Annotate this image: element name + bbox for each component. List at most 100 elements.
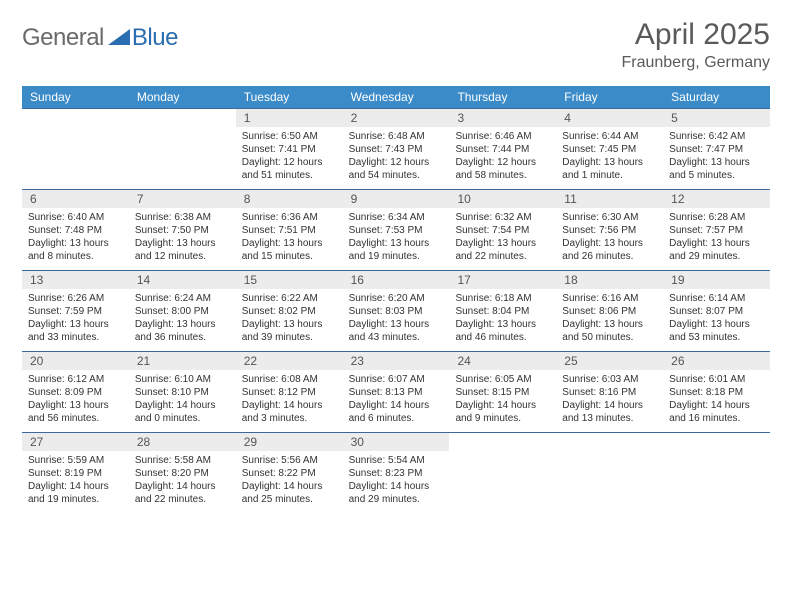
sunrise-line: Sunrise: 6:48 AM	[349, 130, 444, 143]
sunrise-line: Sunrise: 6:08 AM	[242, 373, 337, 386]
day-cell: 17Sunrise: 6:18 AMSunset: 8:04 PMDayligh…	[449, 271, 556, 351]
sunset-line: Sunset: 8:15 PM	[455, 386, 550, 399]
sunrise-line: Sunrise: 6:24 AM	[135, 292, 230, 305]
sunrise-line: Sunrise: 6:26 AM	[28, 292, 123, 305]
sunset-line: Sunset: 8:09 PM	[28, 386, 123, 399]
sunrise-line: Sunrise: 5:54 AM	[349, 454, 444, 467]
day-cell: 14 Sunrise: 6:24 AMSunset: 8:00 PMDayligh…	[129, 271, 236, 351]
day-details: Sunrise: 6:50 AMSunset: 7:41 PMDaylight:…	[236, 127, 343, 188]
daylight-line: Daylight: 13 hours and 8 minutes.	[28, 237, 123, 263]
day-number: 25	[556, 352, 663, 370]
sunset-line: Sunset: 7:53 PM	[349, 224, 444, 237]
daylight-line: Daylight: 13 hours and 22 minutes.	[455, 237, 550, 263]
daylight-line: Daylight: 14 hours and 6 minutes.	[349, 399, 444, 425]
day-number: 20	[22, 352, 129, 370]
day-number: 22	[236, 352, 343, 370]
day-cell: 4Sunrise: 6:44 AMSunset: 7:45 PMDaylight…	[556, 109, 663, 189]
day-number: 1	[236, 109, 343, 127]
day-details: Sunrise: 6:14 AMSunset: 8:07 PMDaylight:…	[663, 289, 770, 350]
sunset-line: Sunset: 8:04 PM	[455, 305, 550, 318]
sunrise-line: Sunrise: 6:42 AM	[669, 130, 764, 143]
day-headers-row: SundayMondayTuesdayWednesdayThursdayFrid…	[22, 86, 770, 108]
sunset-line: Sunset: 8:07 PM	[669, 305, 764, 318]
title-block: April 2025 Fraunberg, Germany	[621, 18, 770, 72]
sunset-line: Sunset: 8:20 PM	[135, 467, 230, 480]
day-details: Sunrise: 6:20 AMSunset: 8:03 PMDaylight:…	[343, 289, 450, 350]
sunset-line: Sunset: 8:02 PM	[242, 305, 337, 318]
day-header: Friday	[556, 86, 663, 108]
day-cell: 11Sunrise: 6:30 AMSunset: 7:56 PMDayligh…	[556, 190, 663, 270]
day-number: 13	[22, 271, 129, 289]
daylight-line: Daylight: 14 hours and 19 minutes.	[28, 480, 123, 506]
day-details: Sunrise: 6:18 AMSunset: 8:04 PMDaylight:…	[449, 289, 556, 350]
daylight-line: Daylight: 14 hours and 13 minutes.	[562, 399, 657, 425]
day-cell	[663, 433, 770, 513]
sunrise-line: Sunrise: 6:16 AM	[562, 292, 657, 305]
day-header: Saturday	[663, 86, 770, 108]
sunset-line: Sunset: 8:18 PM	[669, 386, 764, 399]
day-number: 4	[556, 109, 663, 127]
week-row: 20Sunrise: 6:12 AMSunset: 8:09 PMDayligh…	[22, 351, 770, 432]
sunset-line: Sunset: 8:22 PM	[242, 467, 337, 480]
day-details: Sunrise: 6:30 AMSunset: 7:56 PMDaylight:…	[556, 208, 663, 269]
sunrise-line: Sunrise: 6:50 AM	[242, 130, 337, 143]
day-cell: 15Sunrise: 6:22 AMSunset: 8:02 PMDayligh…	[236, 271, 343, 351]
sunrise-line: Sunrise: 5:56 AM	[242, 454, 337, 467]
day-cell: 22Sunrise: 6:08 AMSunset: 8:12 PMDayligh…	[236, 352, 343, 432]
logo: General Blue	[22, 24, 178, 52]
day-number: 23	[343, 352, 450, 370]
sunrise-line: Sunrise: 6:44 AM	[562, 130, 657, 143]
sunrise-line: Sunrise: 6:36 AM	[242, 211, 337, 224]
day-details: Sunrise: 5:58 AMSunset: 8:20 PMDaylight:…	[129, 451, 236, 512]
sunset-line: Sunset: 7:47 PM	[669, 143, 764, 156]
sunset-line: Sunset: 8:10 PM	[135, 386, 230, 399]
daylight-line: Daylight: 13 hours and 36 minutes.	[135, 318, 230, 344]
day-details: Sunrise: 6:01 AMSunset: 8:18 PMDaylight:…	[663, 370, 770, 431]
day-number: 24	[449, 352, 556, 370]
day-details: Sunrise: 6:32 AMSunset: 7:54 PMDaylight:…	[449, 208, 556, 269]
day-cell: 5Sunrise: 6:42 AMSunset: 7:47 PMDaylight…	[663, 109, 770, 189]
sunrise-line: Sunrise: 6:07 AM	[349, 373, 444, 386]
sunset-line: Sunset: 8:03 PM	[349, 305, 444, 318]
day-number: 11	[556, 190, 663, 208]
logo-text-general: General	[22, 24, 104, 52]
day-number: 5	[663, 109, 770, 127]
triangle-icon	[108, 27, 130, 49]
day-cell	[22, 109, 129, 189]
day-details: Sunrise: 6:26 AMSunset: 7:59 PMDaylight:…	[22, 289, 129, 350]
daylight-line: Daylight: 13 hours and 46 minutes.	[455, 318, 550, 344]
day-cell: 30Sunrise: 5:54 AMSunset: 8:23 PMDayligh…	[343, 433, 450, 513]
day-details: Sunrise: 6:07 AMSunset: 8:13 PMDaylight:…	[343, 370, 450, 431]
day-cell: 18Sunrise: 6:16 AMSunset: 8:06 PMDayligh…	[556, 271, 663, 351]
day-details: Sunrise: 6:44 AMSunset: 7:45 PMDaylight:…	[556, 127, 663, 188]
location: Fraunberg, Germany	[621, 54, 770, 72]
sunset-line: Sunset: 7:45 PM	[562, 143, 657, 156]
day-number: 14	[129, 271, 236, 289]
day-details: Sunrise: 6:12 AMSunset: 8:09 PMDaylight:…	[22, 370, 129, 431]
day-cell: 23Sunrise: 6:07 AMSunset: 8:13 PMDayligh…	[343, 352, 450, 432]
daylight-line: Daylight: 13 hours and 12 minutes.	[135, 237, 230, 263]
day-cell: 29Sunrise: 5:56 AMSunset: 8:22 PMDayligh…	[236, 433, 343, 513]
sunrise-line: Sunrise: 6:28 AM	[669, 211, 764, 224]
sunrise-line: Sunrise: 6:10 AM	[135, 373, 230, 386]
sunrise-line: Sunrise: 5:59 AM	[28, 454, 123, 467]
daylight-line: Daylight: 13 hours and 26 minutes.	[562, 237, 657, 263]
sunrise-line: Sunrise: 6:01 AM	[669, 373, 764, 386]
day-number: 27	[22, 433, 129, 451]
day-details: Sunrise: 6:28 AMSunset: 7:57 PMDaylight:…	[663, 208, 770, 269]
sunrise-line: Sunrise: 6:46 AM	[455, 130, 550, 143]
day-details: Sunrise: 5:56 AMSunset: 8:22 PMDaylight:…	[236, 451, 343, 512]
week-row: 27Sunrise: 5:59 AMSunset: 8:19 PMDayligh…	[22, 432, 770, 513]
logo-text-blue: Blue	[132, 24, 178, 52]
sunset-line: Sunset: 7:50 PM	[135, 224, 230, 237]
day-cell	[449, 433, 556, 513]
daylight-line: Daylight: 13 hours and 53 minutes.	[669, 318, 764, 344]
day-cell: 8Sunrise: 6:36 AMSunset: 7:51 PMDaylight…	[236, 190, 343, 270]
daylight-line: Daylight: 14 hours and 3 minutes.	[242, 399, 337, 425]
sunrise-line: Sunrise: 6:03 AM	[562, 373, 657, 386]
sunset-line: Sunset: 7:41 PM	[242, 143, 337, 156]
day-number: 16	[343, 271, 450, 289]
day-number: 26	[663, 352, 770, 370]
sunset-line: Sunset: 8:00 PM	[135, 305, 230, 318]
sunrise-line: Sunrise: 6:12 AM	[28, 373, 123, 386]
